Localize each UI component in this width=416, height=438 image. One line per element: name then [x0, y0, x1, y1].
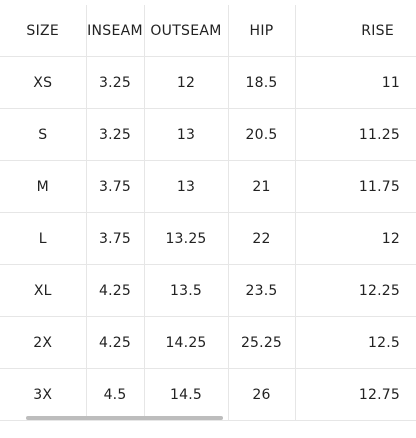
cell-inseam: 4.25	[86, 316, 145, 369]
cell-rise: 12.75	[295, 368, 416, 421]
cell-hip: 18.5	[228, 56, 296, 109]
cell-size: S	[0, 108, 87, 161]
cell-rise: 11.75	[295, 160, 416, 213]
cell-outseam: 13.25	[144, 212, 229, 265]
column-header-inseam: INSEAM	[86, 5, 145, 57]
cell-inseam: 4.25	[86, 264, 145, 317]
cell-rise: 12	[295, 212, 416, 265]
cell-outseam: 14.5	[144, 368, 229, 421]
table-header-row: SIZE INSEAM OUTSEAM HIP RISE	[0, 5, 416, 57]
horizontal-scrollbar-thumb[interactable]	[26, 416, 223, 420]
column-header-rise: RISE	[295, 5, 416, 57]
column-header-hip: HIP	[228, 5, 296, 57]
cell-inseam: 3.25	[86, 108, 145, 161]
column-header-outseam: OUTSEAM	[144, 5, 229, 57]
cell-size: 3X	[0, 368, 87, 421]
cell-size: 2X	[0, 316, 87, 369]
cell-hip: 22	[228, 212, 296, 265]
cell-size: M	[0, 160, 87, 213]
cell-outseam: 13	[144, 160, 229, 213]
table-row: L 3.75 13.25 22 12	[0, 212, 416, 265]
cell-size: L	[0, 212, 87, 265]
cell-inseam: 3.75	[86, 212, 145, 265]
cell-hip: 26	[228, 368, 296, 421]
table-row: 3X 4.5 14.5 26 12.75	[0, 368, 416, 421]
cell-rise: 12.5	[295, 316, 416, 369]
size-chart-table-container[interactable]: SIZE INSEAM OUTSEAM HIP RISE XS 3.25 12 …	[0, 5, 416, 422]
table-row: S 3.25 13 20.5 11.25	[0, 108, 416, 161]
cell-rise: 11	[295, 56, 416, 109]
size-chart-table: SIZE INSEAM OUTSEAM HIP RISE XS 3.25 12 …	[0, 5, 416, 421]
cell-size: XS	[0, 56, 87, 109]
cell-outseam: 13	[144, 108, 229, 161]
column-header-size: SIZE	[0, 5, 87, 57]
cell-rise: 12.25	[295, 264, 416, 317]
cell-inseam: 3.25	[86, 56, 145, 109]
cell-hip: 21	[228, 160, 296, 213]
cell-outseam: 13.5	[144, 264, 229, 317]
cell-hip: 23.5	[228, 264, 296, 317]
cell-rise: 11.25	[295, 108, 416, 161]
table-row: 2X 4.25 14.25 25.25 12.5	[0, 316, 416, 369]
cell-inseam: 4.5	[86, 368, 145, 421]
cell-hip: 25.25	[228, 316, 296, 369]
cell-outseam: 12	[144, 56, 229, 109]
cell-inseam: 3.75	[86, 160, 145, 213]
table-row: XS 3.25 12 18.5 11	[0, 56, 416, 109]
table-row: M 3.75 13 21 11.75	[0, 160, 416, 213]
table-row: XL 4.25 13.5 23.5 12.25	[0, 264, 416, 317]
cell-size: XL	[0, 264, 87, 317]
cell-hip: 20.5	[228, 108, 296, 161]
cell-outseam: 14.25	[144, 316, 229, 369]
